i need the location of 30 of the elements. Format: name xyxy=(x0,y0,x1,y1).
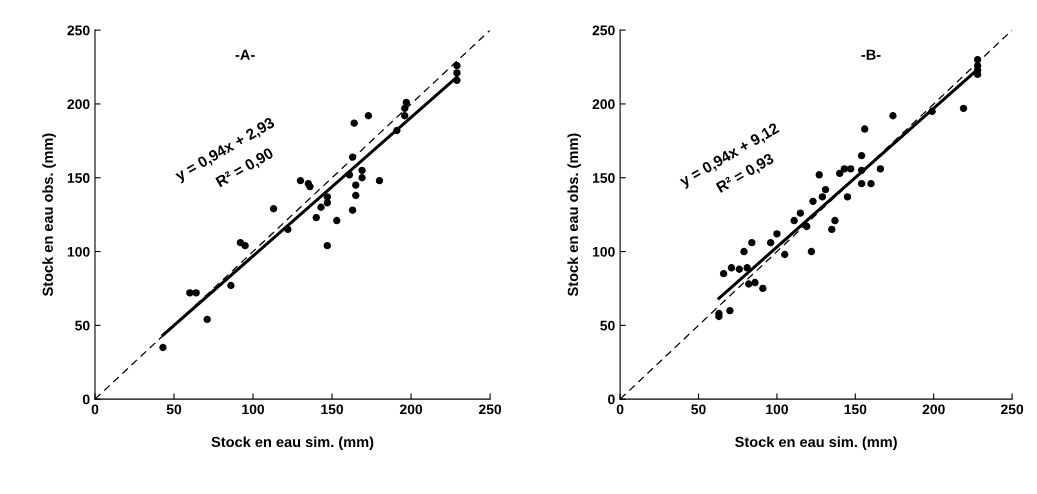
x-tick-label: 50 xyxy=(691,404,706,415)
text: -B- xyxy=(861,49,881,60)
y-tick-label: 200 xyxy=(592,99,615,110)
x-tick-label: 0 xyxy=(91,404,99,415)
y-tick-label: 150 xyxy=(67,173,90,183)
x-tick-label: 100 xyxy=(766,404,788,415)
x-tick-label: 50 xyxy=(166,404,182,415)
x-tick-label: 100 xyxy=(242,404,265,415)
y-tick-label: 250 xyxy=(67,25,90,36)
y-tick-label: 100 xyxy=(592,246,615,257)
y-axis-title: Stock en eau obs. (mm) xyxy=(567,133,581,297)
y-tick-label: 0 xyxy=(82,394,90,405)
x-tick-label: 200 xyxy=(922,404,945,415)
x-tick-label: 200 xyxy=(399,404,423,415)
y-tick-label: 50 xyxy=(600,320,615,331)
text: -A- xyxy=(235,49,255,60)
y-tick-label: 150 xyxy=(592,173,615,183)
x-tick-label: 150 xyxy=(844,404,867,415)
y-axis-title: Stock en eau obs. (mm) xyxy=(42,133,56,297)
x-tick-label: 250 xyxy=(1001,404,1024,415)
x-axis-title: Stock en eau sim. (mm) xyxy=(735,436,897,450)
y-tick-label: 200 xyxy=(67,99,90,110)
y-tick-label: 0 xyxy=(608,394,615,405)
y-tick-label: 250 xyxy=(592,25,615,36)
y-tick-label: 100 xyxy=(67,246,90,257)
y-tick-label: 50 xyxy=(75,320,90,331)
x-tick-label: 0 xyxy=(616,404,624,415)
x-tick-label: 250 xyxy=(478,404,502,415)
x-axis-title: Stock en eau sim. (mm) xyxy=(211,436,374,450)
x-tick-label: 150 xyxy=(321,404,344,415)
